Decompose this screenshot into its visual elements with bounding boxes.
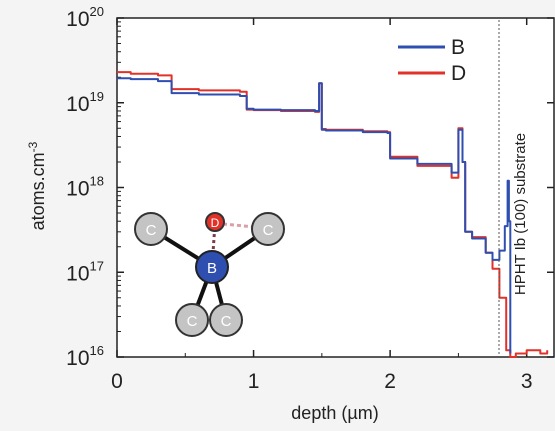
- carbon-atom: [175, 303, 209, 337]
- series-layer: [117, 71, 549, 358]
- boron-atom-label: B: [207, 260, 217, 277]
- x-tick-label: 3: [521, 370, 533, 393]
- y-tick-label: 1016: [66, 343, 104, 370]
- x-tick-label: 1: [248, 370, 260, 393]
- x-axis-title: depth (µm): [291, 403, 378, 423]
- y-tick-label: 1020: [66, 4, 104, 31]
- axis-ticks: 0 1 2 3 1016 1017 1018 1019 1020: [66, 4, 554, 393]
- carbon-atom-label: C: [263, 222, 274, 239]
- deuterium-atom-label: D: [211, 216, 220, 230]
- boron-atom: [195, 250, 229, 284]
- x-tick-label: 2: [384, 370, 396, 393]
- molecule-inset: C C C C D B: [134, 212, 285, 337]
- d-c-interaction-line: [222, 222, 256, 229]
- y-axis-title-base: atoms.cm: [28, 152, 48, 230]
- x-tick-label: 0: [111, 370, 123, 393]
- carbon-atom: [251, 212, 285, 246]
- carbon-atom: [134, 212, 168, 246]
- carbon-atom: [209, 303, 243, 337]
- carbon-atom-label: C: [187, 313, 198, 330]
- series-line-b: [117, 77, 512, 354]
- carbon-atom-label: C: [146, 222, 157, 239]
- deuterium-atom: [205, 212, 225, 232]
- legend-label-d: D: [451, 62, 466, 85]
- substrate-annotation: HPHT Ib (100) substrate: [512, 133, 529, 295]
- y-axis-title-exponent: -3: [26, 141, 40, 152]
- y-tick-label: 1018: [66, 174, 104, 201]
- carbon-atom-label: C: [221, 313, 232, 330]
- legend: B D: [398, 36, 466, 85]
- y-tick-label: 1017: [66, 258, 104, 285]
- legend-label-b: B: [451, 36, 465, 59]
- y-tick-label: 1019: [66, 89, 104, 116]
- y-axis-title: atoms.cm-3: [26, 141, 48, 230]
- plot-area: [116, 17, 555, 358]
